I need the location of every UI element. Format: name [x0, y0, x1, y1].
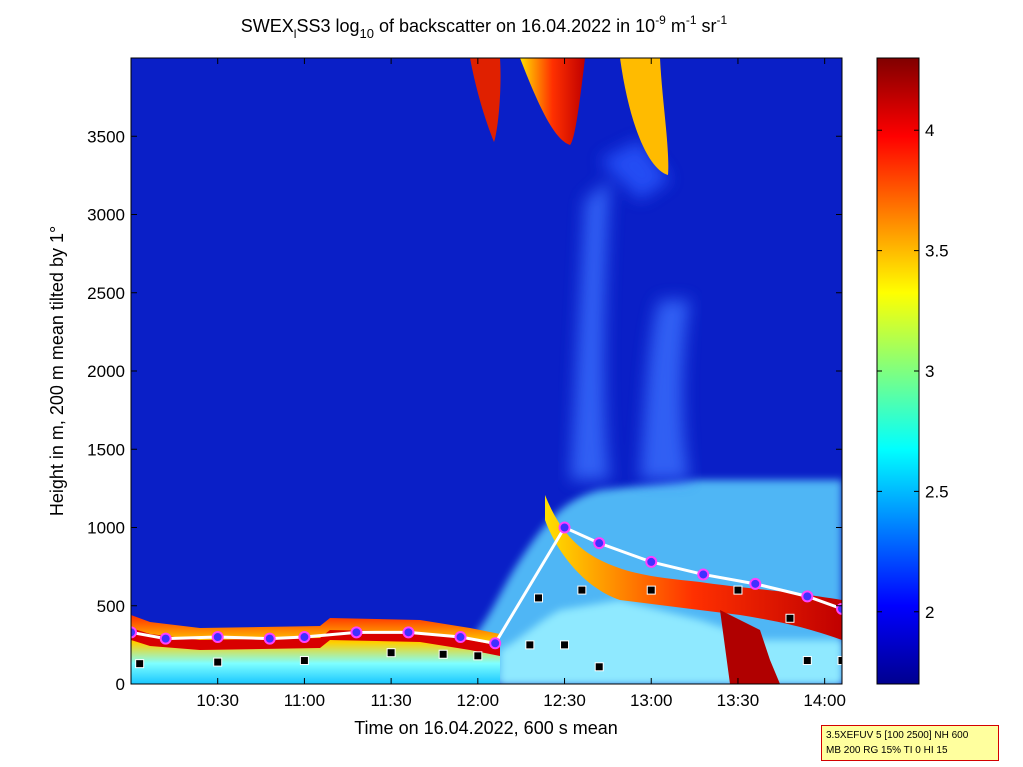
heatmap-plumes [570, 140, 690, 480]
y-tick-label: 500 [97, 597, 125, 616]
boundary-layer-point [697, 568, 710, 581]
cloud-base-marker [438, 649, 448, 659]
cloud-base-marker [525, 640, 535, 650]
cloud-base-marker [785, 613, 795, 623]
boundary-layer-point [454, 631, 467, 644]
heatmap-cloud-lower [720, 610, 780, 684]
cloud-base-marker [646, 585, 656, 595]
chart-title: SWEXlSS3 log10 of backscatter on 16.04.2… [241, 13, 728, 41]
colorbar-tick-label: 2.5 [925, 482, 949, 501]
info-line-2: MB 200 RG 15% TI 0 HI 15 [826, 745, 948, 756]
y-tick-label: 3000 [87, 206, 125, 225]
boundary-layer-point [558, 521, 571, 534]
y-tick-label: 1500 [87, 440, 125, 459]
x-axis-label: Time on 16.04.2022, 600 s mean [354, 718, 618, 738]
boundary-layer-line [131, 521, 842, 650]
y-tick-label: 1000 [87, 519, 125, 538]
boundary-layer-point [593, 537, 606, 550]
info-box: 3.5XEFUV 5 [100 2500] NH 600 MB 200 RG 1… [821, 725, 999, 761]
x-tick-label: 11:00 [284, 691, 325, 710]
boundary-layer-point [801, 590, 814, 603]
boundary-layer-point [402, 626, 415, 639]
boundary-layer-point [749, 577, 762, 590]
colorbar-tick-label: 3 [925, 362, 934, 381]
x-tick-label: 13:30 [717, 691, 760, 710]
y-axis-label: Height in m, 200 m mean tilted by 1° [47, 226, 67, 516]
colorbar-tick-label: 4 [925, 121, 934, 140]
boundary-layer-point [836, 602, 842, 615]
boundary-layer-point [350, 626, 363, 639]
boundary-layer-point [298, 631, 311, 644]
x-tick-label: 11:30 [370, 691, 411, 710]
x-axis: 10:30 11:00 11:30 12:00 12:30 13:00 13:30 14:00 [196, 58, 846, 710]
cloud-base-marker [733, 585, 743, 595]
boundary-layer-point [489, 637, 502, 650]
boundary-layer-point [159, 632, 172, 645]
cloud-base-marker [213, 657, 223, 667]
x-tick-label: 12:30 [543, 691, 586, 710]
y-tick-label: 3500 [87, 127, 125, 146]
heatmap-cloud-layer [545, 495, 842, 640]
boundary-layer-point [211, 631, 224, 644]
cloud-base-marker [534, 593, 544, 603]
boundary-layer-point [263, 632, 276, 645]
colorbar-gradient [877, 58, 919, 684]
colorbar: 2 2.5 3 3.5 4 [876, 57, 949, 685]
colorbar-ticks: 2 2.5 3 3.5 4 [877, 121, 949, 622]
boundary-layer-point [645, 555, 658, 568]
cloud-base-marker [802, 656, 812, 666]
x-tick-label: 14:00 [803, 691, 846, 710]
cloud-base-marker [135, 659, 145, 669]
cloud-base-marker [473, 651, 483, 661]
y-tick-label: 2500 [87, 284, 125, 303]
cloud-base-markers [135, 585, 842, 672]
heatmap-upper-cloud-2 [620, 58, 669, 175]
y-axis: 0 500 1000 1500 2000 2500 3000 3500 [87, 127, 842, 694]
info-line-1: 3.5XEFUV 5 [100 2500] NH 600 [826, 730, 969, 741]
cloud-base-marker [386, 648, 396, 658]
heatmap-upper-cloud-1 [520, 58, 585, 145]
boundary-layer-polyline [131, 525, 842, 645]
colorbar-tick-label: 2 [925, 603, 934, 622]
x-tick-label: 12:00 [457, 691, 500, 710]
x-tick-label: 10:30 [196, 691, 239, 710]
y-tick-label: 0 [116, 675, 125, 694]
colorbar-tick-label: 3.5 [925, 242, 949, 261]
cloud-base-marker [837, 656, 842, 666]
x-tick-label: 13:00 [630, 691, 673, 710]
cloud-base-marker [299, 656, 309, 666]
heatmap-upper-cloud-3 [470, 58, 501, 142]
cloud-base-marker [594, 662, 604, 672]
boundary-layer-point [131, 626, 137, 639]
plot-area [131, 58, 842, 684]
cloud-base-marker [577, 585, 587, 595]
cloud-base-marker [560, 640, 570, 650]
y-tick-label: 2000 [87, 362, 125, 381]
